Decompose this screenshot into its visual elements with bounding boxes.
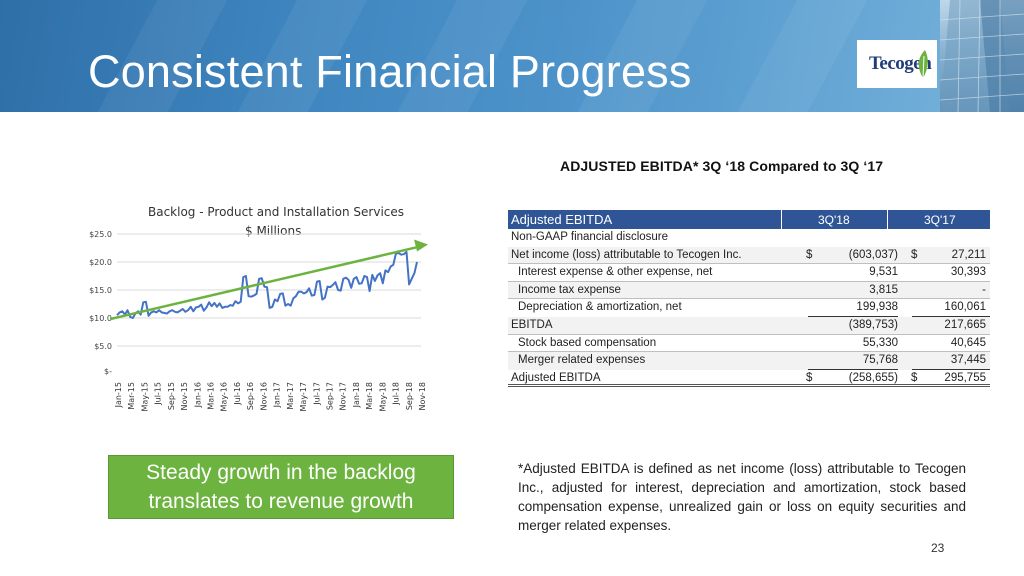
row-value-3q18: 55,330 <box>862 336 898 349</box>
table-row: Depreciation & amortization, net 199,938… <box>508 299 990 318</box>
row-dollar-1: $ <box>806 371 813 384</box>
row-label: Adjusted EBITDA <box>511 371 601 384</box>
subtotal-rule <box>808 316 898 318</box>
row-dollar-2: $ <box>911 248 918 261</box>
y-tick-label: $25.0 <box>89 230 112 239</box>
row-value-3q18: (389,753) <box>848 318 898 331</box>
subtotal-rule <box>912 369 990 371</box>
x-tick-label: Nov-18 <box>418 382 427 410</box>
x-tick-label: Jan-17 <box>273 382 282 408</box>
row-label: Income tax expense <box>518 283 621 296</box>
row-value-3q17: 27,211 <box>951 248 986 261</box>
x-tick-label: Nov-16 <box>259 382 268 410</box>
row-value-3q17: 295,755 <box>944 371 986 384</box>
x-tick-label: Jul-17 <box>312 382 321 406</box>
x-tick-label: Nov-15 <box>180 382 189 410</box>
leaf-icon <box>918 50 928 79</box>
row-dollar-2: $ <box>911 371 918 384</box>
x-tick-label: Jul-15 <box>154 382 163 406</box>
table-header-label: Adjusted EBITDA <box>511 212 613 227</box>
row-label: Net income (loss) attributable to Tecoge… <box>511 248 742 261</box>
backlog-line <box>116 250 418 319</box>
row-label: Stock based compensation <box>518 336 657 349</box>
x-tick-label: May-16 <box>220 382 229 411</box>
x-tick-label: Nov-17 <box>339 382 348 410</box>
x-tick-label: Sep-17 <box>325 382 334 410</box>
callout-line-2: translates to revenue growth <box>148 490 414 513</box>
table-row: Net income (loss) attributable to Tecoge… <box>508 246 990 265</box>
ebitda-heading: ADJUSTED EBITDA* 3Q ‘18 Compared to 3Q ‘… <box>560 158 884 174</box>
table-subheader: Non-GAAP financial disclosure <box>511 231 669 243</box>
row-value-3q17: - <box>982 283 986 296</box>
row-label: Interest expense & other expense, net <box>518 266 713 279</box>
chart-gridlines <box>117 233 421 347</box>
building-illustration <box>940 0 1024 112</box>
row-dollar-1: $ <box>806 248 813 261</box>
x-tick-label: Mar-18 <box>365 382 374 410</box>
x-tick-label: May-18 <box>378 382 387 411</box>
callout-box: Steady growth in the backlog translates … <box>108 455 454 519</box>
x-tick-label: Jul-16 <box>233 382 242 406</box>
row-value-3q18: 199,938 <box>856 301 898 314</box>
trend-line <box>109 246 417 321</box>
row-value-3q18: (603,037) <box>848 248 898 261</box>
subtotal-rule <box>912 316 990 318</box>
row-value-3q17: 37,445 <box>950 354 986 367</box>
table-row-total: Adjusted EBITDA $ (258,655) $ 295,755 <box>508 370 990 388</box>
table-header-row: Adjusted EBITDA 3Q'18 3Q'17 <box>508 210 990 229</box>
company-logo: Tecogen <box>857 40 937 88</box>
table-header-col2: 3Q'17 <box>924 213 956 227</box>
callout-line-1: Steady growth in the backlog <box>146 461 416 484</box>
x-tick-label: Sep-18 <box>405 382 414 410</box>
header-band: Consistent Financial Progress Tecogen <box>0 0 1024 112</box>
y-tick-label: $15.0 <box>89 286 112 295</box>
table-row: EBITDA (389,753) 217,665 <box>508 316 990 335</box>
table-row: Stock based compensation 55,330 40,645 <box>508 335 990 353</box>
y-tick-label: $20.0 <box>89 258 112 267</box>
table-subheader-row: Non-GAAP financial disclosure <box>508 229 990 247</box>
row-value-3q18: 9,531 <box>869 266 898 279</box>
x-tick-label: Sep-16 <box>246 382 255 410</box>
subtotal-rule <box>808 369 898 371</box>
row-value-3q17: 160,061 <box>944 301 986 314</box>
building-photo <box>940 0 1024 112</box>
x-tick-label: Jan-15 <box>114 382 123 408</box>
x-tick-label: Mar-17 <box>286 382 295 410</box>
logo-text: Tecogen <box>869 53 932 74</box>
y-tick-label: $10.0 <box>89 314 112 323</box>
chart-title: Backlog - Product and Installation Servi… <box>148 205 405 219</box>
page-title: Consistent Financial Progress <box>88 46 692 97</box>
x-tick-label: Mar-16 <box>207 382 216 410</box>
x-tick-label: May-15 <box>140 382 149 411</box>
x-tick-label: Mar-15 <box>127 382 136 410</box>
table-row: Interest expense & other expense, net 9,… <box>508 264 990 282</box>
table-header-col1: 3Q'18 <box>818 213 850 227</box>
y-tick-label: $5.0 <box>94 342 112 351</box>
chart-y-ticks: $- $5.0 $10.0 $15.0 $20.0 $25.0 <box>89 230 112 376</box>
row-value-3q18: 3,815 <box>869 283 898 296</box>
table-row: Income tax expense 3,815 - <box>508 281 990 300</box>
table-row: Merger related expenses 75,768 37,445 <box>508 352 990 371</box>
x-tick-label: Jul-18 <box>392 382 401 406</box>
x-tick-label: Sep-15 <box>167 382 176 410</box>
x-tick-label: Jan-18 <box>352 382 361 408</box>
x-tick-label: May-17 <box>299 382 308 411</box>
row-label: EBITDA <box>511 318 553 331</box>
row-label: Merger related expenses <box>518 354 646 367</box>
row-value-3q17: 217,665 <box>944 318 986 331</box>
chart-series <box>109 239 428 321</box>
row-value-3q17: 40,645 <box>950 336 986 349</box>
ebitda-footnote: *Adjusted EBITDA is defined as net incom… <box>518 461 966 533</box>
x-tick-label: Jan-16 <box>193 382 202 408</box>
y-tick-label: $- <box>104 367 112 376</box>
chart-x-ticks: Jan-15 Mar-15 May-15 Jul-15 Sep-15 Nov-15 Jan-… <box>114 382 427 411</box>
row-value-3q18: (258,655) <box>848 371 898 384</box>
ebitda-table: Adjusted EBITDA 3Q'18 3Q'17 Non-GAAP fin… <box>508 210 990 388</box>
row-label: Depreciation & amortization, net <box>518 301 682 314</box>
trend-arrowhead <box>414 239 428 252</box>
row-value-3q17: 30,393 <box>950 266 986 279</box>
row-value-3q18: 75,768 <box>862 354 898 367</box>
page-number: 23 <box>931 541 945 555</box>
